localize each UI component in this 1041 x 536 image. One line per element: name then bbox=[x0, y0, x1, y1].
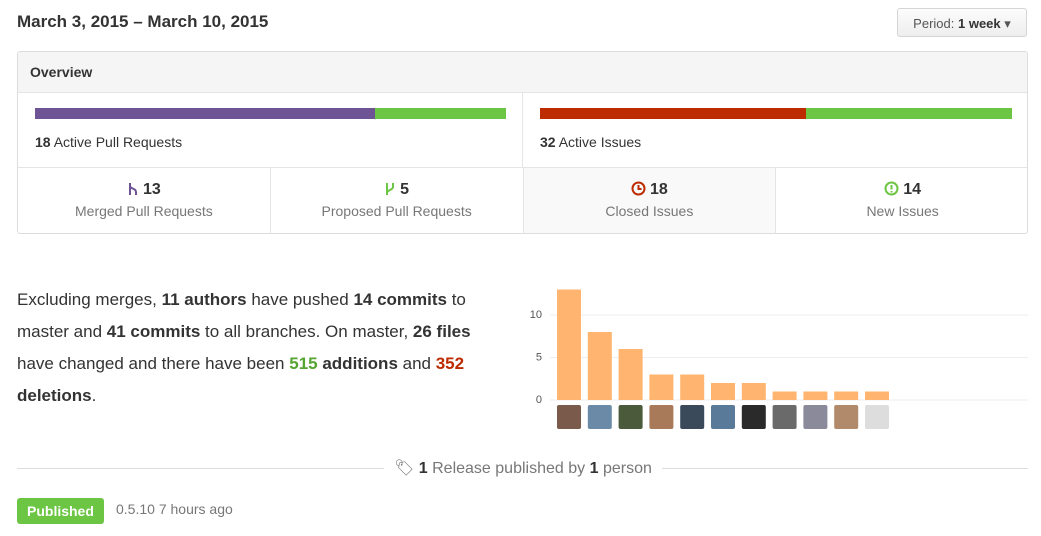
text: Release published by bbox=[432, 460, 586, 477]
bar-segment bbox=[540, 108, 806, 119]
deletions-count: 352 bbox=[435, 354, 465, 373]
pr-active-count: 18 bbox=[35, 134, 51, 150]
pr-active[interactable]: 18 Active Pull Requests bbox=[35, 134, 182, 150]
people-count: 1 bbox=[589, 460, 599, 477]
pr-summary: 18 Active Pull Requests bbox=[18, 93, 523, 168]
period-label: Period: bbox=[913, 16, 955, 31]
avatar bbox=[741, 405, 766, 429]
text: Excluding merges, bbox=[17, 290, 162, 309]
date-range: March 3, 2015 – March 10, 2015 bbox=[17, 12, 269, 31]
bar bbox=[865, 391, 889, 400]
commits: 14 commits bbox=[353, 290, 447, 309]
release-tag: 0.5.10 bbox=[116, 501, 155, 517]
new-icon bbox=[884, 181, 899, 196]
additions: additions bbox=[322, 354, 398, 373]
period-value: 1 week bbox=[958, 16, 1001, 31]
avatar bbox=[649, 405, 674, 429]
text: person bbox=[602, 460, 652, 477]
commits: 41 commits bbox=[106, 322, 201, 341]
bar bbox=[618, 349, 643, 400]
overview: Overview 18 Active Pull Requests 32 Acti… bbox=[17, 51, 1028, 234]
bar bbox=[711, 383, 735, 400]
release-count: 1 bbox=[418, 460, 428, 477]
y-tick-label: 10 bbox=[530, 309, 542, 321]
authors[interactable]: 11 authors bbox=[161, 290, 247, 309]
commit-chart: 0 5 10 bbox=[530, 289, 1028, 429]
merged-label: Merged Pull Requests bbox=[75, 203, 213, 219]
new-label: New Issues bbox=[866, 203, 939, 219]
bar bbox=[557, 289, 581, 400]
tag-icon: 🏷 bbox=[394, 460, 415, 477]
bar-segment bbox=[375, 108, 506, 119]
files: 26 files bbox=[412, 322, 471, 341]
release-badge: Published bbox=[17, 498, 104, 524]
additions-count: 515 bbox=[289, 354, 318, 373]
closed-cell[interactable]: 18 Closed Issues bbox=[523, 168, 777, 233]
y-tick-label: 5 bbox=[536, 351, 542, 363]
bar bbox=[741, 383, 766, 400]
issue-bar bbox=[540, 108, 1012, 119]
caret: ▾ bbox=[1004, 16, 1011, 31]
text: . bbox=[91, 386, 97, 405]
issue-active-label: Active Issues bbox=[558, 134, 642, 150]
bar-segment bbox=[805, 108, 1012, 119]
text: to all branches. On master, bbox=[200, 322, 413, 341]
bar bbox=[587, 332, 612, 400]
avatar bbox=[834, 405, 859, 429]
avatar bbox=[618, 405, 643, 429]
avatar bbox=[803, 405, 828, 429]
avatar bbox=[587, 405, 612, 429]
period-select[interactable]: Period: 1 week ▾ bbox=[897, 8, 1027, 37]
bar bbox=[834, 391, 859, 400]
avatar bbox=[772, 405, 797, 429]
merged-icon bbox=[128, 183, 137, 195]
overview-title: Overview bbox=[18, 52, 1027, 93]
pr-active-label: Active Pull Requests bbox=[53, 134, 183, 150]
deletions: deletions bbox=[17, 386, 92, 405]
text: have changed and there have been bbox=[17, 354, 290, 373]
new-count: 14 bbox=[903, 181, 922, 198]
proposed-cell[interactable]: 5 Proposed Pull Requests bbox=[271, 168, 524, 233]
commit-summary: Excluding merges, 11 authors have pushed… bbox=[17, 284, 507, 412]
issue-active[interactable]: 32 Active Issues bbox=[540, 134, 641, 150]
bar bbox=[803, 391, 828, 400]
bar bbox=[649, 374, 674, 400]
pr-bar bbox=[35, 108, 506, 119]
release-time: 7 hours ago bbox=[158, 501, 233, 517]
avatar bbox=[557, 405, 581, 429]
merged-cell[interactable]: 13 Merged Pull Requests bbox=[18, 168, 271, 233]
issue-active-count: 32 bbox=[540, 134, 556, 150]
avatar bbox=[865, 405, 889, 429]
proposed-icon bbox=[386, 183, 395, 195]
release-info[interactable]: 0.5.10 7 hours ago bbox=[116, 501, 233, 517]
release-divider: 🏷 1 Release published by 1 person bbox=[17, 455, 1028, 481]
bar bbox=[680, 374, 705, 400]
merged-count: 13 bbox=[142, 181, 161, 198]
text: to master and bbox=[17, 290, 466, 341]
bar bbox=[772, 391, 797, 400]
closed-icon bbox=[631, 181, 646, 196]
text: have pushed bbox=[246, 290, 354, 309]
proposed-count: 5 bbox=[400, 181, 410, 198]
bar-segment bbox=[35, 108, 376, 119]
closed-label: Closed Issues bbox=[605, 203, 694, 219]
y-tick-label: 0 bbox=[536, 394, 542, 406]
closed-count: 18 bbox=[649, 181, 668, 198]
text: and bbox=[397, 354, 436, 373]
new-cell[interactable]: 14 New Issues bbox=[776, 168, 1027, 233]
avatar bbox=[680, 405, 705, 429]
avatar bbox=[711, 405, 735, 429]
issue-summary: 32 Active Issues bbox=[523, 93, 1027, 168]
proposed-label: Proposed Pull Requests bbox=[321, 203, 472, 219]
release-summary: 🏷 1 Release published by 1 person bbox=[384, 458, 662, 478]
